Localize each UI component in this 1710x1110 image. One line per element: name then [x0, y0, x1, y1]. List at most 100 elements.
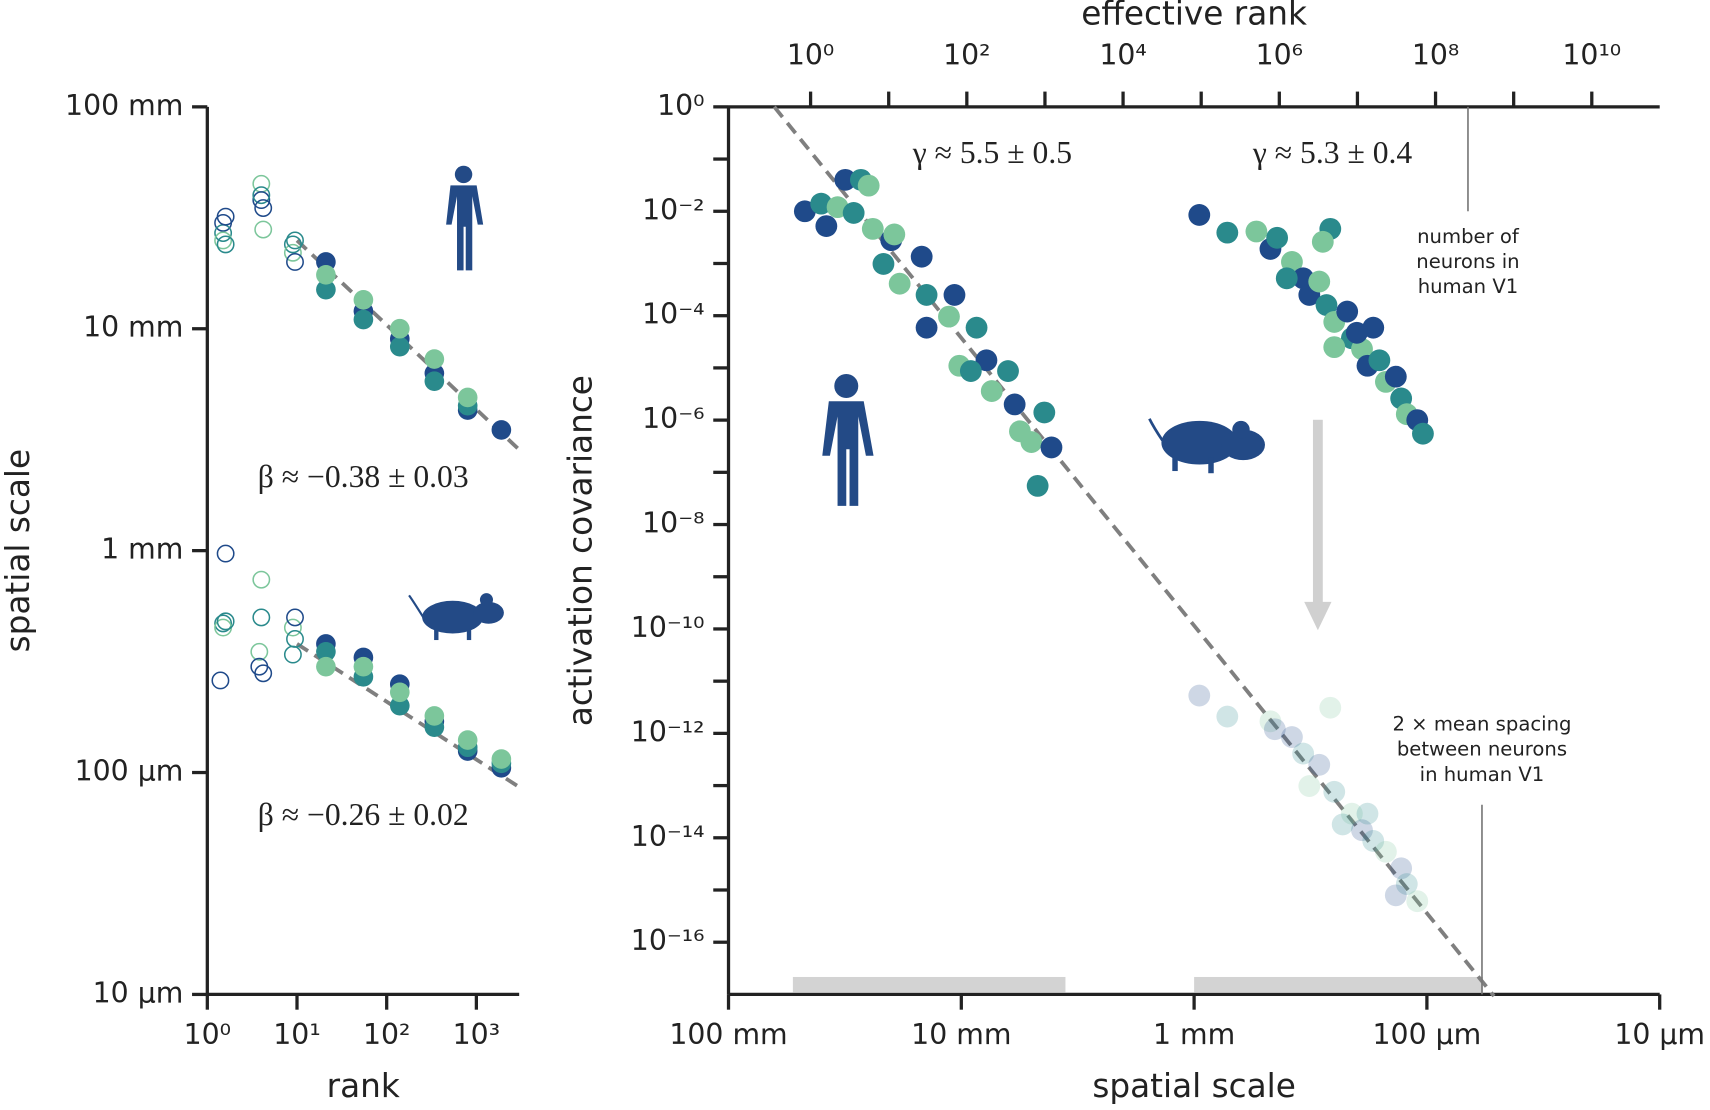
open-point	[216, 207, 235, 226]
open-point	[283, 645, 302, 664]
point	[810, 192, 833, 215]
point	[943, 284, 966, 306]
point	[316, 641, 336, 662]
point	[1263, 718, 1286, 741]
open-point	[216, 235, 235, 254]
open-point	[216, 544, 235, 563]
y-tick-label: 10⁻¹²	[631, 715, 705, 748]
y-tick-label: 10⁻¹⁶	[631, 924, 705, 957]
point	[1033, 401, 1056, 424]
open-point	[286, 608, 304, 627]
point	[910, 245, 933, 268]
point	[353, 656, 374, 677]
annotation: γ ≈ 5.3 ± 0.4	[1252, 135, 1412, 170]
point	[1323, 780, 1346, 803]
open-point	[254, 199, 273, 217]
x-tick-label: 10 mm	[911, 1018, 1011, 1051]
point	[815, 215, 838, 238]
point	[1040, 436, 1063, 459]
point	[980, 380, 1003, 402]
open-point	[214, 614, 233, 633]
open-point	[216, 612, 235, 631]
open-point	[250, 642, 269, 661]
open-point	[286, 231, 304, 250]
y-tick-label: 10⁻⁸	[642, 507, 704, 540]
marker-note: number of	[1417, 225, 1520, 248]
open-point	[252, 186, 271, 205]
point	[959, 360, 982, 382]
point	[1315, 294, 1338, 316]
point	[842, 202, 865, 224]
x-axis-label: rank	[327, 1067, 400, 1105]
point	[1275, 267, 1298, 290]
point	[1216, 221, 1239, 244]
point	[1390, 857, 1413, 880]
point	[1345, 321, 1368, 344]
fit-line	[772, 105, 1496, 998]
x-axis-label: spatial scale	[1092, 1067, 1296, 1105]
point	[1412, 422, 1434, 445]
point	[316, 265, 336, 285]
point	[1356, 802, 1379, 825]
point	[1281, 726, 1303, 748]
y-tick-label: 10⁻⁴	[642, 298, 704, 331]
x2-tick-label: 10¹⁰	[1562, 39, 1621, 72]
point	[389, 682, 410, 703]
point	[389, 318, 410, 339]
point	[1188, 204, 1211, 226]
point	[1281, 251, 1303, 273]
point	[793, 200, 816, 223]
point	[1188, 684, 1211, 707]
annotation: β ≈ −0.38 ± 0.03	[258, 459, 469, 494]
x-tick-label: 100 mm	[669, 1018, 787, 1051]
y-axis-label: spatial scale	[0, 449, 37, 653]
marker-note: in human V1	[1420, 763, 1545, 786]
y-tick-label: 10⁻²	[642, 193, 704, 226]
point	[915, 316, 938, 339]
open-point	[214, 231, 233, 250]
point	[457, 730, 478, 750]
x-tick-label: 10¹	[273, 1018, 320, 1051]
point	[1311, 230, 1334, 253]
point	[1362, 830, 1385, 852]
point	[872, 253, 895, 275]
marker-note: neurons in	[1416, 250, 1519, 273]
point	[316, 656, 336, 677]
x2-axis-label: effective rank	[1081, 0, 1307, 32]
point	[1340, 802, 1363, 825]
point	[888, 272, 911, 295]
point	[1362, 316, 1385, 339]
point	[1009, 420, 1031, 443]
x-tick-label: 100 µm	[1373, 1018, 1482, 1051]
human-icon	[822, 373, 874, 506]
point	[938, 305, 960, 328]
point	[1266, 226, 1289, 249]
point	[1308, 753, 1331, 776]
marker-note: human V1	[1418, 275, 1519, 298]
point	[1351, 819, 1373, 842]
point	[857, 174, 880, 197]
y-tick-label: 10⁻⁶	[642, 402, 704, 435]
x2-tick-label: 10⁶	[1256, 39, 1303, 72]
point	[1319, 696, 1342, 719]
point	[1308, 270, 1331, 293]
open-point	[252, 608, 271, 627]
open-point	[252, 570, 271, 589]
x2-tick-label: 10⁴	[1099, 39, 1146, 72]
point	[1259, 710, 1282, 733]
open-point	[286, 629, 304, 648]
annotation: γ ≈ 5.5 ± 0.5	[912, 135, 1072, 170]
point	[1395, 873, 1418, 895]
arrow	[1304, 419, 1332, 631]
point	[353, 290, 374, 310]
point	[1406, 890, 1429, 913]
x2-tick-label: 10⁸	[1412, 39, 1459, 72]
point	[883, 223, 906, 246]
x-tick-label: 1 mm	[1153, 1018, 1235, 1051]
annotation: β ≈ −0.26 ± 0.02	[258, 797, 469, 832]
mouse-icon	[1148, 418, 1265, 474]
range-bar	[792, 976, 1066, 993]
y-tick-label: 100 µm	[75, 755, 184, 788]
